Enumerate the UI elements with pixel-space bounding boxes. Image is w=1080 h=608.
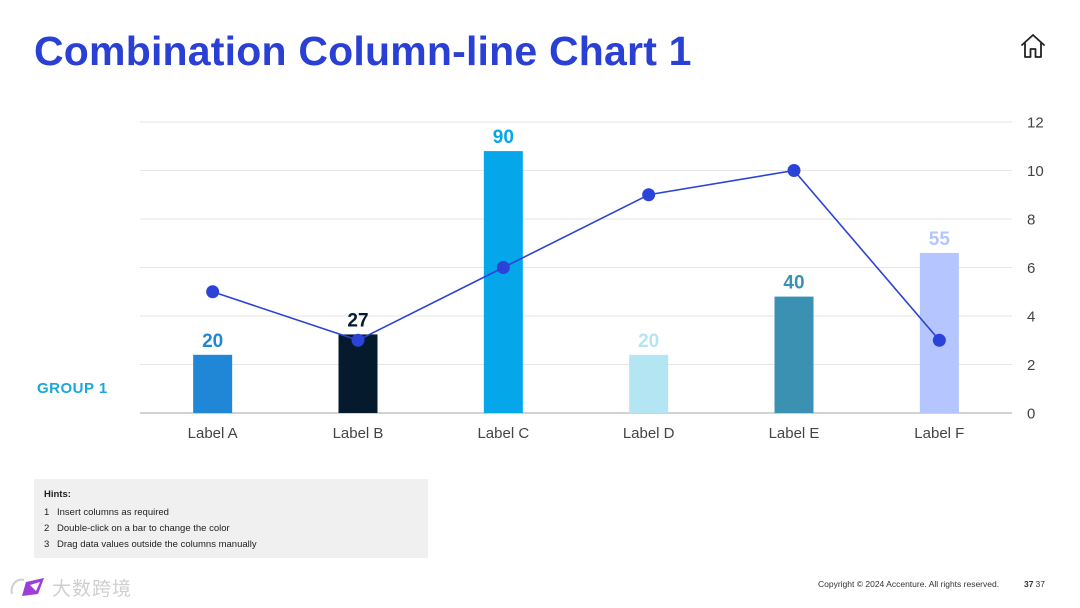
line-series [212,169,940,342]
page-number-secondary: 37 [1035,579,1045,589]
bar [774,296,814,413]
x-tick-label: Label D [623,425,675,442]
page-number-primary: 37 [1024,579,1034,589]
watermark-text: 大数跨境 [52,578,133,600]
y-tick-label: 2 [1027,357,1035,374]
x-tick-label: Label A [188,425,238,442]
hint-number: 1 [44,507,50,518]
bar [338,334,378,413]
line-point [932,333,946,347]
line-point [787,164,801,177]
bar-value-label: 20 [202,331,223,352]
line-point [351,333,365,347]
line-point [496,261,510,274]
slide-title: Combination Column-line Chart 1 [34,28,692,74]
bar [483,151,523,413]
bar-value-label: 27 [347,310,368,331]
x-tick-label: Label B [333,425,384,442]
x-tick-label: Label E [769,425,820,442]
hint-text: Double-click on a bar to change the colo… [57,523,230,534]
bar [193,354,233,413]
y-tick-label: 4 [1027,309,1035,326]
hint-item: 2 Double-click on a bar to change the col… [44,521,418,537]
bar [919,252,959,413]
watermark-logo-icon [10,578,44,596]
hint-item: 1 Insert columns as required [44,505,418,521]
line-point [206,285,220,299]
line-point [642,188,656,202]
y-tick-label: 6 [1027,260,1035,277]
x-tick-label: Label F [914,425,964,442]
copyright-notice: Copyright © 2024 Accenture. All rights r… [818,579,1000,589]
y-tick-label: 12 [1027,115,1044,132]
bar [629,354,669,413]
y-tick-label: 10 [1027,163,1044,180]
bar-value-label: 90 [493,127,514,148]
bar-value-label: 20 [638,331,659,352]
hint-item: 3 Drag data values outside the columns ma… [44,537,418,553]
page-number: 37 37 [1024,579,1045,589]
hints-box: Hints: 1 Insert columns as required 2 Doub… [34,479,428,558]
home-icon[interactable] [1019,32,1047,60]
group-label: GROUP 1 [37,380,108,397]
bar-value-label: 55 [929,229,951,250]
y-tick-label: 0 [1027,406,1035,423]
hint-number: 2 [44,523,50,534]
hint-text: Drag data values outside the columns man… [57,539,257,550]
hints-title: Hints: [44,489,71,500]
hint-number: 3 [44,539,50,550]
x-tick-label: Label C [477,425,529,442]
hint-text: Insert columns as required [57,507,169,518]
y-tick-label: 8 [1027,212,1035,229]
bar-value-label: 40 [783,273,804,294]
